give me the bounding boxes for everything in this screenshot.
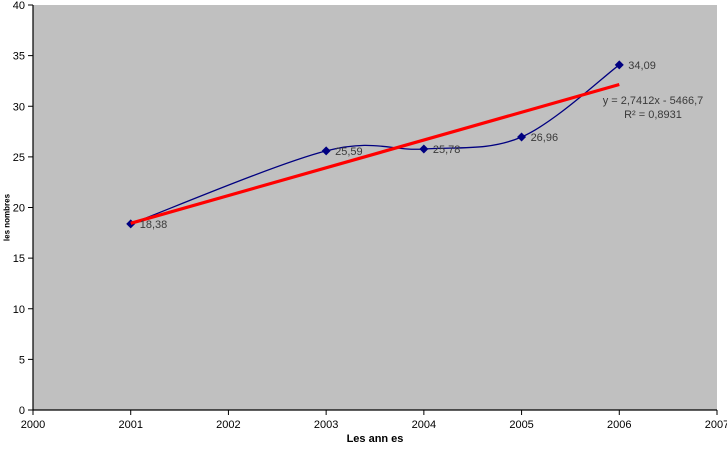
- data-point-marker: [321, 146, 331, 156]
- y-tick-label: 0: [19, 405, 25, 417]
- data-point-marker: [517, 132, 527, 142]
- y-tick-label: 10: [13, 304, 25, 316]
- y-tick-label: 30: [13, 101, 25, 113]
- data-point-label: 34,09: [628, 60, 656, 72]
- y-tick-label: 35: [13, 51, 25, 63]
- x-tick-label: 2001: [118, 419, 142, 431]
- axes: [32, 5, 717, 411]
- y-tick-label: 25: [13, 152, 25, 164]
- data-point-label: 25,78: [433, 144, 461, 156]
- y-tick-label: 15: [13, 253, 25, 265]
- data-point-label: 18,38: [140, 219, 168, 231]
- trendline: [130, 82, 620, 225]
- data-point-label: 26,96: [531, 132, 559, 144]
- x-tick-label: 2003: [314, 419, 338, 431]
- x-tick-label: 2005: [509, 419, 533, 431]
- trendline-annotation: y = 2,7412x - 5466,7 R² = 0,8931: [578, 94, 727, 122]
- data-point-marker: [419, 144, 429, 154]
- y-axis-title: les nombres: [2, 193, 12, 242]
- x-tick-label: 2004: [412, 419, 436, 431]
- x-tick-label: 2006: [607, 419, 631, 431]
- x-tick-label: 2007: [705, 419, 727, 431]
- x-tick-label: 2000: [21, 419, 45, 431]
- data-point-marker: [614, 60, 624, 70]
- data-point-label: 25,59: [335, 146, 363, 158]
- trendline-r-squared-text: R² = 0,8931: [624, 109, 682, 121]
- y-tick-label: 40: [13, 0, 25, 12]
- trendline-equation-text: y = 2,7412x - 5466,7: [602, 95, 704, 107]
- plot-area[interactable]: [33, 5, 717, 410]
- y-tick-label: 20: [13, 203, 25, 215]
- y-tick-label: 5: [19, 354, 25, 366]
- x-axis-title: Les ann es: [346, 433, 404, 445]
- x-tick-label: 2002: [216, 419, 240, 431]
